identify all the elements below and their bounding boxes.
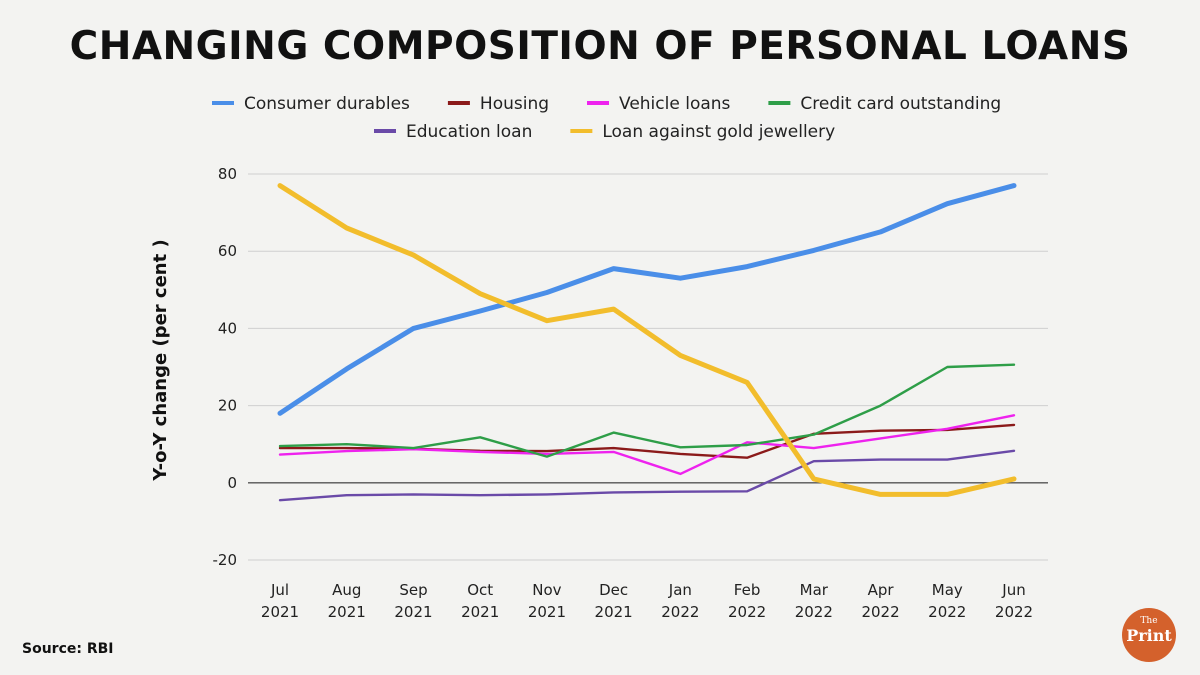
x-tick-month: Sep — [399, 581, 427, 599]
x-tick-month: Mar — [800, 581, 829, 599]
x-tick-month: Nov — [532, 581, 561, 599]
x-tick-month: Feb — [734, 581, 761, 599]
series-line-education-loan — [278, 449, 1016, 502]
y-tick-label: 80 — [218, 165, 237, 183]
x-tick-year: 2021 — [528, 603, 566, 621]
x-tick-year: 2021 — [595, 603, 633, 621]
x-tick-year: 2021 — [261, 603, 299, 621]
x-tick-year: 2022 — [795, 603, 833, 621]
x-tick-year: 2022 — [661, 603, 699, 621]
x-tick-month: Aug — [332, 581, 361, 599]
y-axis-label: Y-o-Y change (per cent ) — [150, 239, 171, 481]
logo-the: The — [1140, 616, 1158, 626]
x-tick-month: Dec — [599, 581, 628, 599]
series-line-loan-against-gold-jewellery — [277, 183, 1017, 497]
x-tick-year: 2021 — [461, 603, 499, 621]
legend-label-housing: Housing — [480, 94, 549, 114]
series-line-housing — [278, 423, 1016, 459]
x-tick-year: 2022 — [728, 603, 766, 621]
series-line-consumer-durables — [277, 183, 1017, 416]
y-tick-label: 20 — [218, 397, 237, 415]
x-tick-year: 2021 — [328, 603, 366, 621]
y-tick-label: 60 — [218, 242, 237, 260]
y-tick-label: -20 — [213, 551, 238, 569]
theprint-logo: The Print — [1122, 608, 1176, 662]
logo-print: Print — [1126, 626, 1172, 645]
legend-label-loan-against-gold-jewellery: Loan against gold jewellery — [602, 122, 835, 142]
y-tick-label: 0 — [227, 474, 237, 492]
series-line-vehicle-loans — [278, 414, 1016, 476]
x-tick-year: 2022 — [928, 603, 966, 621]
legend-label-vehicle-loans: Vehicle loans — [619, 94, 731, 114]
x-tick-year: 2021 — [394, 603, 432, 621]
source-note: Source: RBI — [22, 641, 114, 657]
x-tick-month: Apr — [868, 581, 895, 599]
x-tick-month: Jul — [270, 581, 289, 599]
series-line-credit-card-outstanding — [278, 363, 1016, 458]
x-tick-month: May — [932, 581, 963, 599]
legend-label-credit-card-outstanding: Credit card outstanding — [800, 94, 1001, 114]
x-tick-year: 2022 — [995, 603, 1033, 621]
x-tick-month: Jun — [1001, 581, 1025, 599]
x-tick-month: Jan — [668, 581, 692, 599]
page-title: CHANGING COMPOSITION OF PERSONAL LOANS — [69, 24, 1131, 69]
x-tick-month: Oct — [467, 581, 493, 599]
y-tick-label: 40 — [218, 319, 237, 337]
legend-label-education-loan: Education loan — [406, 122, 532, 142]
legend-label-consumer-durables: Consumer durables — [244, 94, 410, 114]
x-tick-year: 2022 — [861, 603, 899, 621]
